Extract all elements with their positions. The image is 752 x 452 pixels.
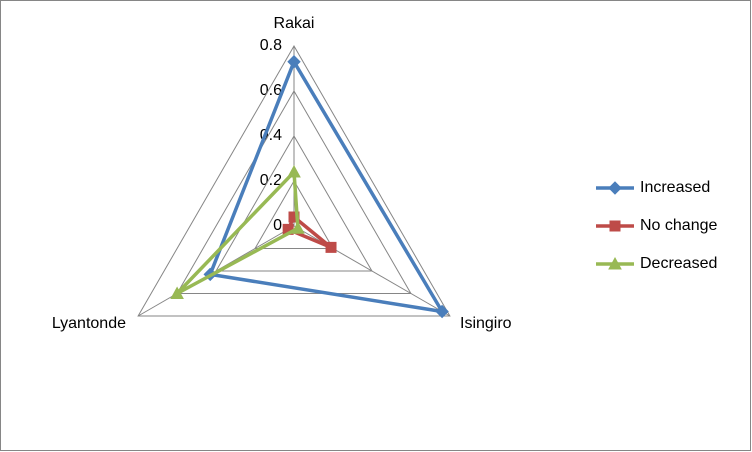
marker (288, 211, 300, 223)
marker (170, 286, 184, 299)
marker (291, 221, 305, 234)
category-label: Lyantonde (52, 315, 126, 332)
series-line (285, 214, 333, 249)
grid-ring (137, 45, 451, 317)
grid-ring (254, 179, 334, 249)
category-label: Rakai (274, 15, 315, 32)
r-tick-label: 0 (273, 217, 282, 234)
category-label: Isingiro (460, 315, 512, 332)
legend-label: Decreased (640, 255, 717, 272)
marker (435, 304, 449, 319)
marker (609, 220, 621, 232)
legend-label: Increased (640, 179, 710, 196)
series-line (207, 57, 446, 314)
r-tick-label: 0.8 (260, 37, 282, 54)
marker (608, 181, 622, 195)
marker (608, 256, 622, 270)
marker (325, 241, 337, 253)
marker (287, 164, 301, 178)
series-line (175, 167, 300, 296)
marker (287, 55, 301, 69)
legend-label: No change (640, 217, 717, 234)
grid-ring (176, 89, 412, 294)
grid-ring (215, 135, 373, 272)
